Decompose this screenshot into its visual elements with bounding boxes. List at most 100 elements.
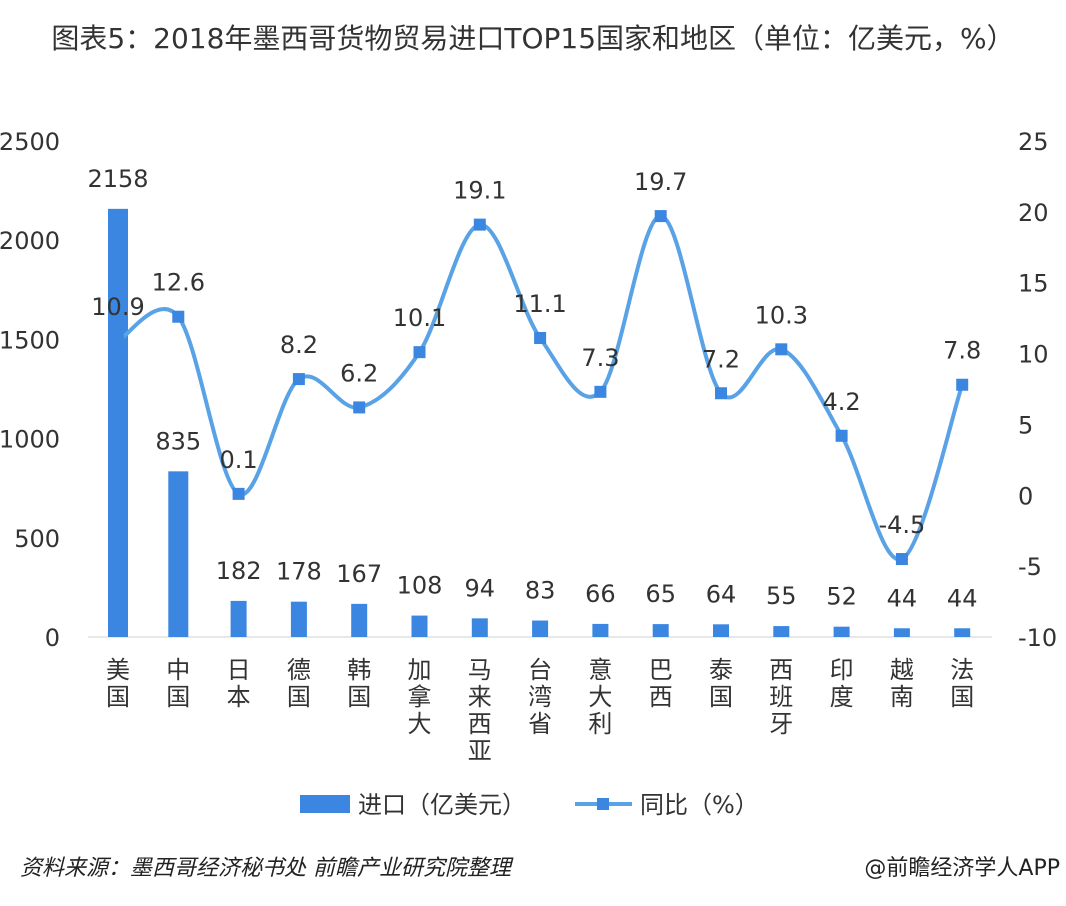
line-marker [232, 487, 245, 500]
line-data-label: 6.2 [340, 359, 378, 387]
line-marker [594, 385, 607, 398]
left-axis-tick-label: 500 [14, 525, 60, 553]
line-marker [715, 387, 727, 400]
bar-data-label: 65 [645, 580, 676, 608]
category-label: 中 [166, 656, 190, 684]
bar-import [833, 626, 850, 637]
line-marker [172, 310, 185, 323]
category-label: 亚 [468, 737, 492, 765]
bar-import [773, 626, 790, 637]
right-axis-tick-label: -5 [1018, 553, 1042, 581]
line-marker [956, 378, 969, 391]
category-label: 加 [408, 656, 432, 684]
right-axis-tick-label: 25 [1018, 128, 1049, 156]
bar-data-label: 182 [216, 557, 262, 585]
line-data-label: 10.3 [755, 301, 808, 329]
bar-data-label: 44 [887, 584, 918, 612]
legend-bar-label: 进口（亿美元） [358, 791, 526, 819]
bar-import [351, 603, 368, 637]
bar-data-label: 55 [766, 582, 797, 610]
line-data-label: 19.7 [634, 168, 687, 196]
category-label: 南 [890, 683, 914, 711]
category-label: 牙 [769, 710, 793, 738]
line-marker [112, 334, 124, 347]
line-data-label: 7.8 [943, 337, 981, 365]
source-note: 资料来源：墨西哥经济秘书处 前瞻产业研究院整理 [20, 856, 511, 881]
category-label: 西 [769, 656, 793, 684]
line-data-label: -4.5 [878, 511, 925, 539]
category-label: 法 [950, 656, 974, 684]
bar-import [592, 623, 609, 637]
line-data-label: 0.1 [220, 446, 258, 474]
legend-line-label: 同比（%） [640, 791, 759, 819]
category-label: 越 [890, 656, 914, 684]
bar-import [471, 618, 488, 637]
bar-import [108, 208, 128, 638]
left-axis-tick-label: 2000 [0, 227, 60, 255]
category-label: 利 [588, 710, 612, 738]
line-marker [534, 331, 547, 344]
category-label: 国 [106, 683, 130, 711]
bar-import [168, 471, 189, 637]
category-label: 本 [227, 683, 251, 711]
category-label: 大 [588, 683, 612, 711]
category-label: 来 [468, 683, 492, 711]
bar-import [713, 624, 729, 637]
bar-data-label: 835 [155, 427, 201, 455]
category-label: 韩 [347, 656, 371, 684]
category-label: 巴 [649, 656, 673, 684]
line-data-label: 10.1 [393, 304, 446, 332]
category-label: 班 [769, 683, 793, 711]
bar-import [411, 615, 428, 637]
line-marker [775, 343, 788, 356]
category-label: 国 [950, 683, 974, 711]
bar-import [532, 620, 549, 637]
category-label: 大 [408, 710, 432, 738]
right-axis-tick-label: 10 [1018, 341, 1049, 369]
category-label: 德 [287, 656, 311, 684]
category-label: 湾 [528, 683, 552, 711]
bar-import [230, 600, 247, 637]
category-label: 拿 [408, 683, 432, 711]
bar-data-label: 52 [826, 583, 857, 611]
bar-import [652, 624, 669, 637]
line-marker [413, 346, 426, 359]
category-label: 度 [830, 683, 854, 711]
line-marker [353, 401, 366, 414]
bar-data-label: 2158 [87, 165, 148, 193]
category-label: 泰 [709, 656, 733, 684]
line-data-label: 19.1 [453, 177, 506, 205]
brand-label: @前瞻经济学人APP [864, 856, 1060, 881]
category-label: 印 [830, 656, 854, 684]
bar-data-label: 178 [276, 558, 322, 586]
line-marker [835, 429, 848, 442]
bar-data-label: 66 [585, 580, 616, 608]
bar-import [954, 628, 971, 637]
line-marker [654, 210, 667, 223]
bar-data-label: 44 [947, 584, 978, 612]
line-data-label: 4.2 [823, 388, 861, 416]
bar-import [290, 601, 307, 637]
category-label: 马 [468, 656, 492, 684]
category-label: 国 [347, 683, 371, 711]
line-marker [473, 218, 486, 231]
left-axis-tick-label: 0 [45, 624, 60, 652]
category-label: 美 [106, 656, 130, 684]
bar-data-label: 64 [706, 580, 737, 608]
bar-data-label: 167 [336, 560, 382, 588]
legend-bar-swatch [300, 795, 350, 813]
category-label: 台 [528, 656, 552, 684]
left-axis-tick-label: 1500 [0, 326, 60, 354]
bar-data-label: 94 [465, 574, 496, 602]
line-data-label: 12.6 [152, 269, 205, 297]
line-data-label: 10.9 [91, 293, 144, 321]
right-axis-tick-label: 15 [1018, 270, 1049, 298]
line-data-label: 11.1 [513, 290, 566, 318]
bar-data-label: 108 [397, 572, 443, 600]
category-label: 意 [588, 656, 612, 684]
category-label: 西 [649, 683, 673, 711]
line-marker [292, 373, 305, 386]
category-label: 西 [468, 710, 492, 738]
category-label: 国 [166, 683, 190, 711]
category-label: 国 [709, 683, 733, 711]
